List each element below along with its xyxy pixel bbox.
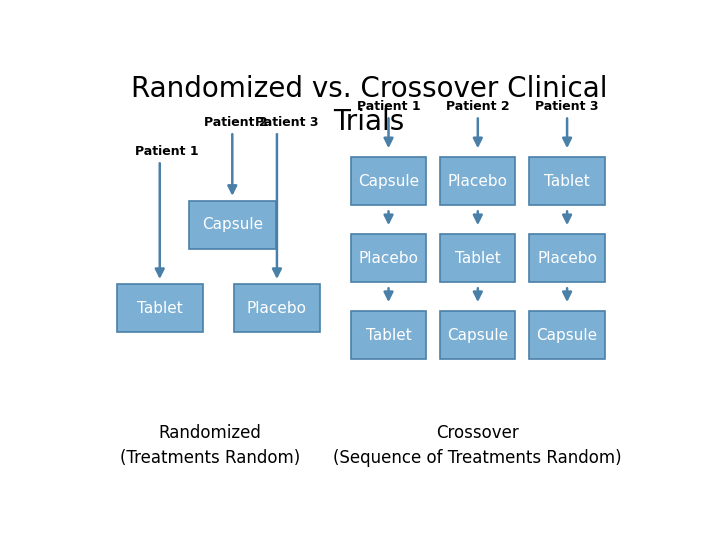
Text: Patient 1: Patient 1: [135, 145, 198, 158]
Text: Randomized vs. Crossover Clinical
Trials: Randomized vs. Crossover Clinical Trials: [131, 75, 607, 136]
Text: Tablet: Tablet: [137, 301, 183, 315]
Text: Capsule: Capsule: [358, 174, 419, 188]
FancyBboxPatch shape: [117, 284, 203, 332]
Text: Placebo: Placebo: [247, 301, 307, 315]
Text: Placebo: Placebo: [359, 251, 418, 266]
Text: Tablet: Tablet: [455, 251, 500, 266]
Text: Patient 3: Patient 3: [536, 99, 599, 113]
FancyBboxPatch shape: [351, 234, 426, 282]
Text: Capsule: Capsule: [202, 218, 263, 232]
FancyBboxPatch shape: [529, 234, 605, 282]
FancyBboxPatch shape: [440, 234, 516, 282]
Text: Patient 2: Patient 2: [204, 116, 268, 129]
FancyBboxPatch shape: [189, 201, 276, 249]
Text: Capsule: Capsule: [447, 328, 508, 342]
Text: Capsule: Capsule: [536, 328, 598, 342]
FancyBboxPatch shape: [529, 157, 605, 205]
FancyBboxPatch shape: [440, 311, 516, 359]
Text: Patient 1: Patient 1: [356, 99, 420, 113]
Text: Randomized
(Treatments Random): Randomized (Treatments Random): [120, 424, 300, 467]
FancyBboxPatch shape: [234, 284, 320, 332]
Text: Tablet: Tablet: [366, 328, 411, 342]
Text: Patient 2: Patient 2: [446, 99, 510, 113]
Text: Crossover
(Sequence of Treatments Random): Crossover (Sequence of Treatments Random…: [333, 424, 622, 467]
Text: Placebo: Placebo: [537, 251, 597, 266]
FancyBboxPatch shape: [440, 157, 516, 205]
Text: Tablet: Tablet: [544, 174, 590, 188]
FancyBboxPatch shape: [351, 311, 426, 359]
Text: Patient 3: Patient 3: [255, 116, 318, 129]
Text: Placebo: Placebo: [448, 174, 508, 188]
FancyBboxPatch shape: [529, 311, 605, 359]
FancyBboxPatch shape: [351, 157, 426, 205]
